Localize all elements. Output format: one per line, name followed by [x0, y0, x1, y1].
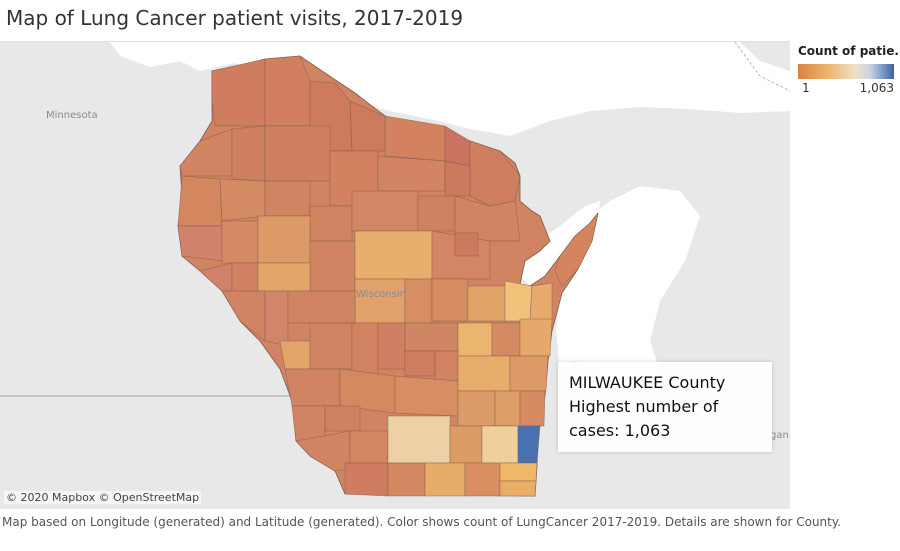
county-richland[interactable]: [324, 405, 361, 432]
county-green[interactable]: [387, 462, 426, 497]
green-bay-water: [520, 201, 600, 286]
place-label-minnesota: Minnesota: [46, 110, 98, 121]
county-st-croix[interactable]: [177, 225, 223, 262]
county-adams[interactable]: [377, 322, 406, 370]
county-sheboygan[interactable]: [509, 355, 549, 392]
color-legend[interactable]: Count of patie.. 1 1,063: [798, 44, 898, 97]
county-winnebago[interactable]: [457, 322, 493, 357]
county-dodge[interactable]: [457, 390, 496, 427]
county-columbia[interactable]: [394, 375, 459, 417]
county-polk[interactable]: [177, 175, 223, 227]
county-portage[interactable]: [404, 278, 433, 324]
county-waupaca[interactable]: [431, 278, 469, 322]
county-jefferson[interactable]: [449, 425, 483, 464]
place-label-wisconsin: Wisconsin: [356, 289, 406, 300]
county-brown[interactable]: [504, 280, 533, 322]
annotation-callout: MILWAUKEE County Highest number of cases…: [558, 362, 772, 452]
county-washington[interactable]: [494, 390, 521, 427]
county-waushara[interactable]: [404, 322, 459, 352]
county-juneau[interactable]: [351, 322, 379, 377]
county-rock[interactable]: [424, 462, 466, 497]
county-pepin[interactable]: [231, 262, 259, 292]
county-marquette[interactable]: [404, 350, 436, 377]
county-marathon[interactable]: [354, 230, 433, 280]
county-lincoln[interactable]: [351, 190, 419, 232]
county-green-lake[interactable]: [434, 350, 459, 382]
county-bayfield[interactable]: [264, 55, 311, 127]
county-outagamie[interactable]: [467, 285, 506, 322]
county-waukesha[interactable]: [481, 425, 519, 464]
county-langlade[interactable]: [417, 195, 456, 232]
county-kenosha[interactable]: [499, 480, 537, 497]
county-taylor[interactable]: [309, 205, 353, 242]
county-sawyer[interactable]: [264, 125, 331, 182]
legend-color-scale: [798, 64, 894, 79]
map-view[interactable]: Minnesota Wisconsin Michigan: [0, 41, 790, 509]
legend-min-label: 1: [802, 81, 810, 95]
county-vernon[interactable]: [284, 368, 341, 407]
county-dane[interactable]: [387, 415, 451, 464]
county-burnett[interactable]: [179, 128, 233, 177]
county-rusk[interactable]: [264, 180, 311, 217]
county-kewaunee[interactable]: [529, 282, 553, 322]
county-fond-du-lac[interactable]: [457, 355, 511, 392]
callout-line-value: cases: 1,063: [569, 421, 671, 440]
county-racine[interactable]: [499, 462, 538, 482]
legend-max-label: 1,063: [859, 81, 894, 95]
county-jackson[interactable]: [287, 290, 356, 324]
county-calumet[interactable]: [491, 322, 521, 357]
county-chippewa[interactable]: [257, 215, 311, 264]
county-barron[interactable]: [219, 178, 266, 222]
county-crawford[interactable]: [291, 405, 326, 442]
map-caption: Map based on Longitude (generated) and L…: [2, 515, 842, 529]
county-la-crosse[interactable]: [279, 340, 311, 370]
county-clark[interactable]: [309, 240, 356, 292]
county-door[interactable]: [554, 212, 599, 287]
county-iowa[interactable]: [349, 430, 389, 464]
page-title: Map of Lung Cancer patient visits, 2017-…: [6, 6, 464, 30]
map-attribution[interactable]: © 2020 Mapbox © OpenStreetMap: [4, 491, 202, 504]
county-manitowoc[interactable]: [519, 318, 553, 357]
county-washburn[interactable]: [231, 125, 266, 182]
county-monroe[interactable]: [309, 322, 353, 370]
county-layer: [177, 55, 599, 497]
county-dunn[interactable]: [221, 220, 259, 264]
legend-title: Count of patie..: [798, 44, 898, 58]
county-ozaukee[interactable]: [519, 390, 546, 427]
callout-line-label: Highest number of: [569, 397, 719, 416]
county-douglas[interactable]: [211, 58, 266, 127]
county-walworth[interactable]: [464, 462, 501, 497]
county-lafayette[interactable]: [344, 462, 389, 497]
county-milwaukee[interactable]: [517, 425, 541, 464]
county-forest[interactable]: [444, 160, 471, 197]
county-menominee[interactable]: [454, 232, 479, 257]
county-eau-claire[interactable]: [257, 262, 311, 292]
county-oneida[interactable]: [377, 155, 446, 192]
county-grant[interactable]: [295, 430, 351, 472]
state-border-line: [734, 42, 790, 92]
callout-line-county: MILWAUKEE County: [569, 373, 726, 392]
county-trempealeau[interactable]: [264, 290, 289, 347]
county-wood[interactable]: [354, 278, 406, 324]
